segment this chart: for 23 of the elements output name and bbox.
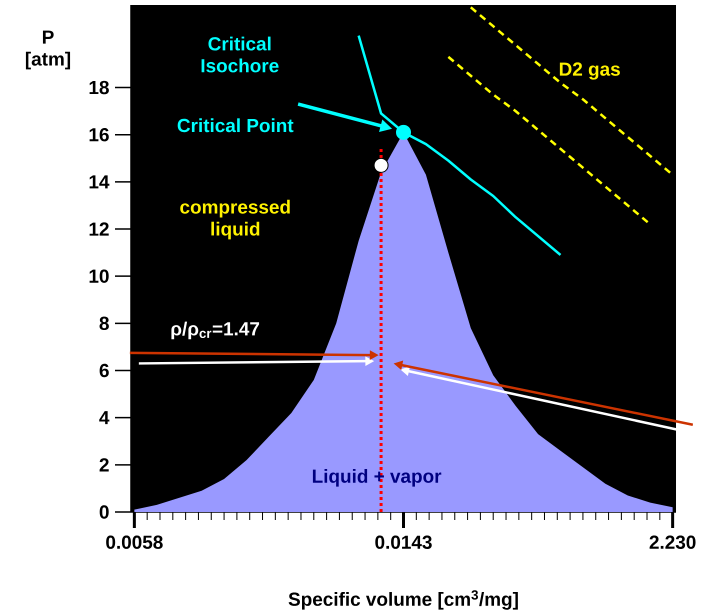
annotation: Liquid + vapor: [312, 468, 442, 487]
y-tick-label: 0: [100, 505, 109, 519]
y-tick-label: 10: [90, 269, 109, 283]
line-series: [447, 56, 652, 226]
y-tick-label: 18: [90, 80, 109, 94]
x-tick-label: 0.0143: [375, 536, 432, 549]
y-tick-label: 14: [90, 175, 110, 188]
annotation: ρ/ρ$_{cr}$=1.47: [171, 322, 260, 340]
annotation: Critical Isochore: [202, 36, 279, 72]
y-tick-label: 4: [99, 411, 110, 424]
y-tick-label: 2: [100, 458, 109, 472]
y-tick-label: 12: [90, 222, 109, 236]
annotation: Critical Point: [178, 118, 294, 132]
y-tick-label: 6: [100, 364, 109, 378]
x-tick-label: 2.230: [650, 536, 696, 549]
y-axis-title: P [atm]: [26, 30, 70, 70]
y-tick-label: 16: [90, 128, 109, 142]
annotation: compressed liquid: [180, 200, 290, 240]
x-axis-title: Specific volume [cm$^{3}$/mg]: [288, 590, 518, 610]
annotation: D2 gas: [560, 62, 620, 80]
x-tick-label: 0.0058: [106, 536, 163, 549]
line-series: [470, 6, 674, 176]
y-tick-label: 8: [100, 316, 109, 330]
